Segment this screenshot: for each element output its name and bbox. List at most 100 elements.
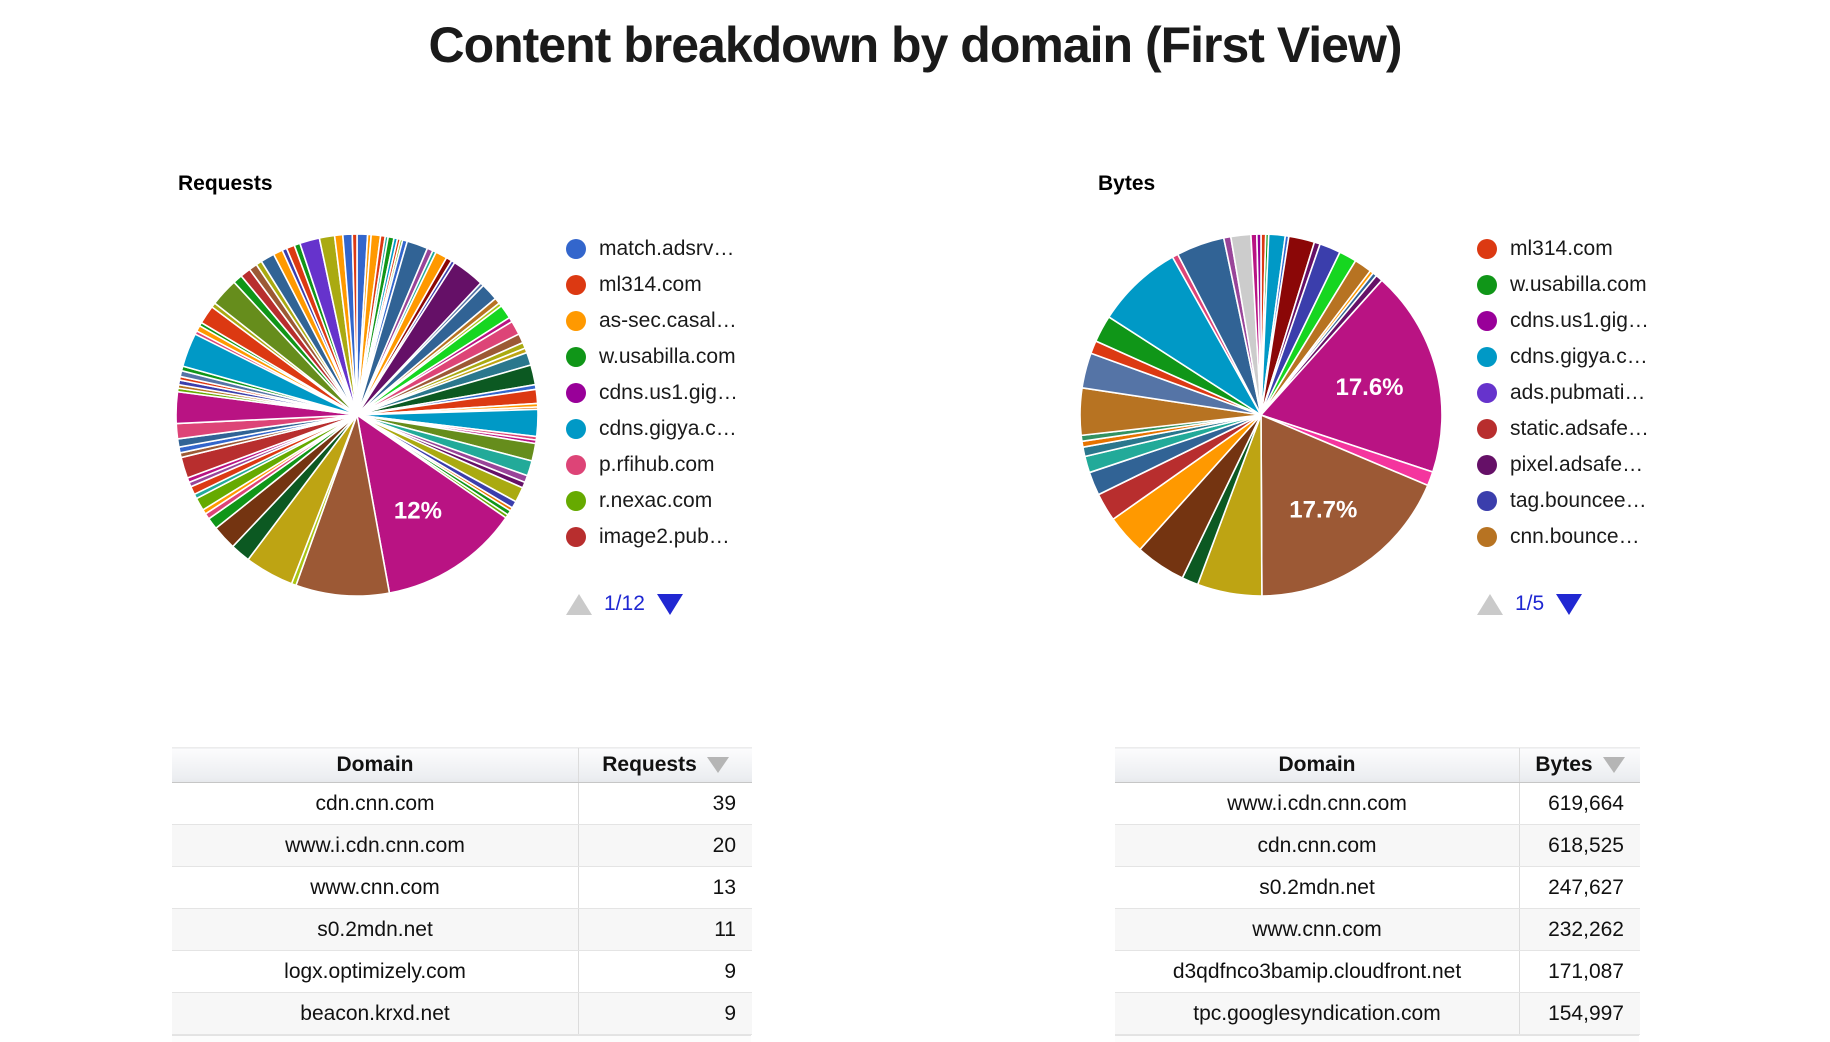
legend-color-dot-icon [566,419,586,439]
value-cell: 9 [578,992,752,1035]
pie-slice[interactable] [1260,413,1429,597]
legend-item[interactable]: cdns.us1.gig… [566,381,738,404]
table-header-row: Domain Requests [172,747,752,783]
domain-cell: www.i.cdn.cnn.com [1115,782,1520,825]
value-cell: 171,087 [1519,950,1640,993]
legend-color-dot-icon [566,491,586,511]
value-cell: 9 [578,950,752,993]
pie-slice[interactable] [351,233,358,416]
legend-item-label: p.rfihub.com [599,453,715,476]
pie-slice-label: 12% [394,497,442,524]
legend-item[interactable]: cdns.gigya.c… [566,417,738,440]
domain-cell: s0.2mdn.net [1115,866,1520,909]
legend-item[interactable]: pixel.adsafe… [1477,453,1649,476]
legend-item[interactable]: tag.bouncee… [1477,489,1649,512]
legend-item-label: tag.bouncee… [1510,489,1647,512]
table-row: tpc.googlesyndication.com 154,997 [1115,992,1640,1035]
table-row: d3qdfnco3bamip.cloudfront.net 171,087 [1115,950,1640,993]
table-row: www.cnn.com 13 [172,866,752,909]
legend-item-label: r.nexac.com [599,489,713,512]
legend-color-dot-icon [1477,347,1497,367]
requests-legend-pager: 1/12 [566,592,683,616]
legend-item[interactable]: cdns.us1.gig… [1477,309,1649,332]
legend-color-dot-icon [1477,239,1497,259]
pie-slice[interactable] [294,411,391,597]
legend-color-dot-icon [566,527,586,547]
value-cell: 618,525 [1519,824,1640,867]
legend-item[interactable]: match.adsrv… [566,237,738,260]
legend-item-label: ml314.com [599,273,702,296]
legend-item[interactable]: w.usabilla.com [1477,273,1649,296]
bytes-legend-pager: 1/5 [1477,592,1583,616]
legend-color-dot-icon [1477,527,1497,547]
legend-item[interactable]: image2.pub… [566,525,738,548]
value-cell: 13 [578,866,752,909]
bytes-chart-title: Bytes [1098,172,1156,195]
domain-cell: logx.optimizely.com [172,950,579,993]
legend-color-dot-icon [1477,491,1497,511]
pie-slice[interactable] [1259,279,1443,474]
table-row: www.i.cdn.cnn.com 20 [172,824,752,867]
bytes-pie-chart[interactable]: 17.6% 17.7% [1076,230,1446,600]
page-title: Content breakdown by domain (First View) [428,17,1402,73]
column-header-requests[interactable]: Requests [578,747,752,783]
legend-item[interactable]: r.nexac.com [566,489,738,512]
legend-color-dot-icon [1477,275,1497,295]
legend-color-dot-icon [1477,383,1497,403]
pie-slice-label: 17.7% [1289,496,1357,523]
legend-next-icon[interactable] [1556,593,1583,615]
requests-chart-title: Requests [178,172,273,195]
requests-pie-chart[interactable]: 12% [172,230,542,600]
legend-page-indicator: 1/5 [1515,592,1545,615]
column-header-domain[interactable]: Domain [1115,747,1520,783]
legend-item-label: image2.pub… [599,525,730,548]
column-header-bytes[interactable]: Bytes [1519,747,1640,783]
legend-page-indicator: 1/12 [604,592,645,615]
value-cell: 154,997 [1519,992,1640,1035]
value-cell: 232,262 [1519,908,1640,951]
value-cell: 39 [578,782,752,825]
partial-next-row [1115,1035,1639,1042]
legend-color-dot-icon [566,311,586,331]
legend-prev-icon[interactable] [566,593,592,615]
legend-item[interactable]: w.usabilla.com [566,345,738,368]
partial-next-row [172,1035,751,1042]
legend-color-dot-icon [566,347,586,367]
domain-cell: www.cnn.com [1115,908,1520,951]
legend-item[interactable]: cdns.gigya.c… [1477,345,1649,368]
legend-color-dot-icon [566,275,586,295]
legend-item-label: ads.pubmati… [1510,381,1646,404]
legend-item[interactable]: static.adsafe… [1477,417,1649,440]
legend-prev-icon[interactable] [1477,593,1503,615]
domain-cell: s0.2mdn.net [172,908,579,951]
domain-cell: cdn.cnn.com [172,782,579,825]
table-row: s0.2mdn.net 11 [172,908,752,951]
table-row: www.cnn.com 232,262 [1115,908,1640,951]
domain-cell: beacon.krxd.net [172,992,579,1035]
legend-item[interactable]: as-sec.casal… [566,309,738,332]
legend-item[interactable]: ml314.com [1477,237,1649,260]
pie-slice[interactable] [355,413,508,595]
pie-slice-label: 17.6% [1335,374,1403,401]
legend-next-icon[interactable] [656,593,683,615]
domain-cell: www.i.cdn.cnn.com [172,824,579,867]
legend-item-label: cnn.bounce… [1510,525,1640,548]
column-header-domain[interactable]: Domain [172,747,579,783]
table-row: www.i.cdn.cnn.com 619,664 [1115,782,1640,825]
legend-item-label: cdns.gigya.c… [1510,345,1648,368]
requests-legend: match.adsrv… ml314.com as-sec.casal… w.usab… [566,237,738,563]
value-cell: 20 [578,824,752,867]
legend-item[interactable]: cnn.bounce… [1477,525,1649,548]
table-header-row: Domain Bytes [1115,747,1640,783]
domain-cell: www.cnn.com [172,866,579,909]
legend-color-dot-icon [566,455,586,475]
legend-item[interactable]: p.rfihub.com [566,453,738,476]
legend-item[interactable]: ads.pubmati… [1477,381,1649,404]
legend-item-label: cdns.us1.gig… [1510,309,1649,332]
value-cell: 619,664 [1519,782,1640,825]
pie-slice[interactable] [1256,233,1262,416]
legend-item-label: cdns.gigya.c… [599,417,737,440]
legend-item[interactable]: ml314.com [566,273,738,296]
domain-cell: tpc.googlesyndication.com [1115,992,1520,1035]
legend-item-label: cdns.us1.gig… [599,381,738,404]
